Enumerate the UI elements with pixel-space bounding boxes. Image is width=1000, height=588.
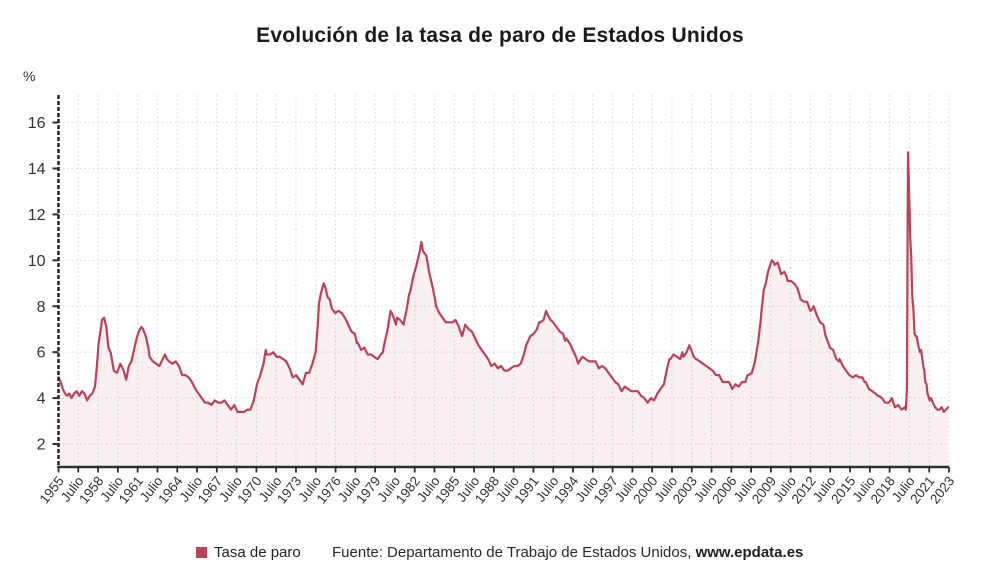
source-link[interactable]: www.epdata.es [695,544,804,561]
y-tick-label: 14 [28,161,46,178]
y-tick-label: 2 [37,437,46,454]
y-tick-label: 6 [37,345,46,362]
y-tick-label: 10 [28,253,46,270]
source-attribution: Fuente: Departamento de Trabajo de Estad… [332,544,803,561]
y-tick-label: 16 [28,115,46,132]
legend-label: Tasa de paro [214,544,301,561]
y-tick-label: 12 [28,207,46,224]
y-axis-unit-label: % [23,68,36,84]
source-prefix: Fuente: Departamento de Trabajo de Estad… [332,544,696,561]
legend-swatch-tasa-de-paro [196,547,207,558]
y-tick-label: 8 [37,299,46,316]
legend: Tasa de paro [196,544,301,561]
y-tick-label: 4 [37,391,46,408]
series-area-fill [58,152,949,467]
chart-title: Evolución de la tasa de paro de Estados … [256,24,744,47]
series-line-tasa-de-paro [57,151,950,413]
